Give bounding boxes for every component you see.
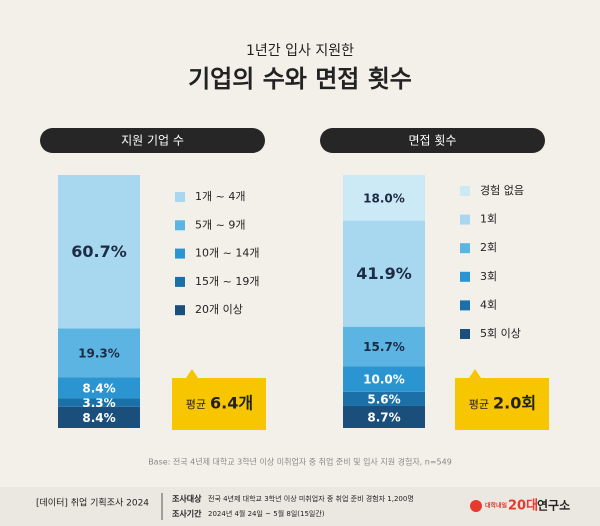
value-label: 8.4% <box>82 381 115 395</box>
legend-label: 15개 ~ 19개 <box>195 275 259 288</box>
value-label: 19.3% <box>78 346 120 360</box>
average-label: 평균 <box>469 398 489 411</box>
average-value: 6.4개 <box>210 394 253 413</box>
value-label: 41.9% <box>356 264 412 283</box>
footer-text: 전국 4년제 대학교 3학년 이상 미취업자 중 취업 준비 경험자 1,200… <box>208 494 414 503</box>
legend-swatch <box>460 329 470 339</box>
logo-small: 대학내일 <box>485 502 508 510</box>
value-label: 8.7% <box>367 410 400 424</box>
legend-swatch <box>460 243 470 254</box>
legend-swatch <box>175 220 185 231</box>
bar-segment <box>343 175 425 221</box>
footer-label: 조사대상 <box>172 494 202 504</box>
legend-swatch <box>175 305 185 316</box>
value-label: 10.0% <box>363 373 405 387</box>
bar-segment <box>58 328 140 378</box>
legend-swatch <box>460 300 470 311</box>
legend-label: 3회 <box>480 270 497 283</box>
footer-source: [데이터] 취업 기획조사 2024 <box>36 497 149 509</box>
bar-segment <box>343 326 425 367</box>
subtitle: 1년간 입사 지원한 <box>246 43 354 59</box>
legend-swatch <box>175 248 185 259</box>
chart-title-pill <box>320 128 545 153</box>
bar-segment <box>58 398 140 407</box>
bar-segment <box>343 405 425 428</box>
logo-icon <box>470 500 482 512</box>
legend-swatch <box>460 271 470 282</box>
legend-label: 1회 <box>480 213 497 226</box>
bar-segment <box>343 220 425 327</box>
logo-text: 연구소 <box>537 498 570 513</box>
value-label: 18.0% <box>363 191 405 205</box>
footer-bg <box>0 487 600 526</box>
legend-label: 10개 ~ 14개 <box>195 247 259 260</box>
legend-label: 4회 <box>480 298 497 311</box>
chart-title-pill <box>40 128 265 153</box>
chart-title: 지원 기업 수 <box>121 134 184 148</box>
value-label: 8.4% <box>82 411 115 425</box>
legend-label: 2회 <box>480 241 497 254</box>
value-label: 15.7% <box>363 340 405 354</box>
legend-swatch <box>460 186 470 196</box>
legend-swatch <box>175 276 185 287</box>
footer-text: 2024년 4월 24일 ~ 5월 8일(15일간) <box>208 509 325 518</box>
bar-segment <box>58 377 140 399</box>
title: 기업의 수와 면접 횟수 <box>188 65 412 93</box>
footer-label: 조사기간 <box>172 509 202 519</box>
value-label: 60.7% <box>71 242 127 261</box>
bar-segment <box>58 175 140 329</box>
average-box <box>172 369 266 430</box>
bar-segment <box>58 406 140 428</box>
base-note: Base: 전국 4년제 대학교 3학년 이상 미취업자 중 취업 준비 및 입… <box>148 457 452 467</box>
legend-swatch <box>460 214 470 225</box>
value-label: 5.6% <box>367 392 400 406</box>
average-label: 평균 <box>186 398 206 411</box>
legend-label: 20개 이상 <box>195 303 243 316</box>
bar-segment <box>343 366 425 392</box>
bar-segment <box>343 391 425 406</box>
legend-label: 경험 없음 <box>480 184 524 197</box>
legend-label: 1개 ~ 4개 <box>195 190 245 203</box>
logo-num: 20대 <box>508 499 538 514</box>
legend-label: 5회 이상 <box>480 327 521 340</box>
legend-label: 5개 ~ 9개 <box>195 218 245 231</box>
average-value: 2.0회 <box>493 394 536 413</box>
value-label: 3.3% <box>82 396 115 410</box>
chart-title: 면접 횟수 <box>409 134 457 148</box>
legend-swatch <box>175 192 185 202</box>
average-box <box>455 369 549 430</box>
